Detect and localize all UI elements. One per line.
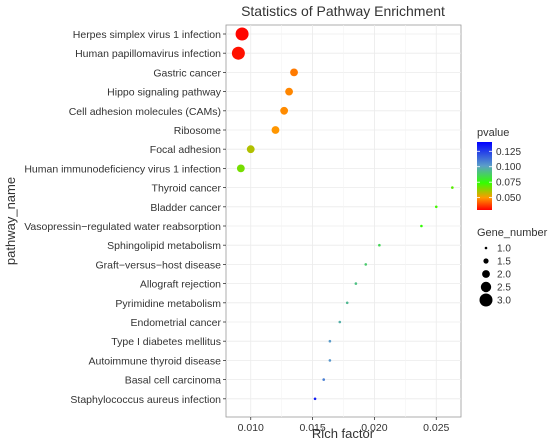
pvalue-tick-label: 0.075 xyxy=(496,178,521,189)
y-tick-label: Focal adhesion xyxy=(150,144,221,156)
data-point xyxy=(434,205,438,209)
data-point xyxy=(236,164,245,173)
x-tick-label: 0.010 xyxy=(238,422,264,434)
data-point xyxy=(271,126,280,134)
y-tick-label: Vasopressin−regulated water reabsorption xyxy=(24,221,221,233)
gene-number-legend-dot xyxy=(480,281,492,293)
gene-number-legend-dot xyxy=(483,258,489,264)
y-tick-label: Cell adhesion molecules (CAMs) xyxy=(69,106,221,118)
data-point xyxy=(354,282,358,285)
gene-number-legend-label: 3.0 xyxy=(497,296,511,307)
y-tick-label: Autoimmune thyroid disease xyxy=(89,355,222,367)
data-point xyxy=(364,263,368,266)
y-tick-label: Human immunodeficiency virus 1 infection xyxy=(24,163,221,175)
gene-number-legend-title: Gene_number xyxy=(477,227,548,239)
pvalue-tick-label: 0.100 xyxy=(496,162,521,173)
pvalue-legend-ticks: 0.125 0.100 0.075 0.050 xyxy=(477,147,521,204)
pvalue-tick-label: 0.125 xyxy=(496,147,521,158)
gene-number-legend-label: 1.5 xyxy=(497,257,511,268)
data-point xyxy=(313,397,317,401)
data-point xyxy=(378,243,381,247)
y-tick-label: Herpes simplex virus 1 infection xyxy=(73,29,221,41)
y-tick-label: Sphingolipid metabolism xyxy=(107,240,221,252)
x-axis-label: Rich factor xyxy=(312,426,375,441)
x-tick-label: 0.015 xyxy=(299,422,325,434)
gene-number-legend-items: 1.0 1.5 2.0 2.5 3.0 xyxy=(479,244,511,307)
data-point xyxy=(420,224,423,228)
x-tick-label: 0.025 xyxy=(423,422,449,434)
data-point xyxy=(231,46,245,60)
x-tick-label: 0.020 xyxy=(361,422,387,434)
data-point xyxy=(235,27,249,41)
y-tick-label: Basal cell carcinoma xyxy=(125,375,221,387)
gene-number-legend-dot xyxy=(479,293,493,307)
chart-title: Statistics of Pathway Enrichment xyxy=(241,3,445,19)
y-tick-label: Ribosome xyxy=(174,125,221,137)
y-tick-label: Gastric cancer xyxy=(153,67,221,79)
x-tick-labels: 0.010 0.015 0.020 0.025 xyxy=(238,422,450,434)
y-tick-label: Allograft rejection xyxy=(140,279,221,291)
pvalue-tick-label: 0.050 xyxy=(496,193,521,204)
data-point xyxy=(285,87,293,96)
y-tick-label: Hippo signaling pathway xyxy=(107,87,222,99)
pvalue-colorbar xyxy=(477,142,492,210)
gene-number-legend-label: 1.0 xyxy=(497,244,511,255)
data-point xyxy=(328,359,332,362)
data-point xyxy=(280,106,289,115)
y-tick-label: Bladder cancer xyxy=(150,202,221,214)
data-point xyxy=(322,378,326,381)
y-tick-label: Pyrimidine metabolism xyxy=(115,298,221,310)
y-tick-label: Graft−versus−host disease xyxy=(96,259,222,271)
y-tick-label: Endometrial cancer xyxy=(131,317,222,329)
data-point xyxy=(328,339,332,343)
y-tick-label: Human papillomavirus infection xyxy=(75,48,221,60)
gene-number-legend: Gene_number 1.0 1.5 2.0 2.5 3.0 xyxy=(477,227,548,307)
y-tick-label: Type I diabetes mellitus xyxy=(111,336,221,348)
pvalue-legend: pvalue 0.125 0.100 0.075 0.050 xyxy=(477,127,521,210)
gene-number-legend-dot xyxy=(482,270,490,278)
y-tick-labels: Herpes simplex virus 1 infection Human pa… xyxy=(24,29,222,406)
gene-number-legend-dot xyxy=(484,246,488,250)
pvalue-legend-title: pvalue xyxy=(477,127,509,139)
data-point xyxy=(451,186,454,189)
data-point xyxy=(345,301,349,305)
data-point xyxy=(246,145,255,154)
gene-number-legend-label: 2.0 xyxy=(497,270,511,281)
data-points xyxy=(231,27,454,401)
y-tick-label: Thyroid cancer xyxy=(152,183,222,195)
data-point xyxy=(290,68,298,77)
grid-lines xyxy=(223,25,461,420)
gene-number-legend-label: 2.5 xyxy=(497,283,511,294)
y-tick-label: Staphylococcus aureus infection xyxy=(70,394,221,406)
data-point xyxy=(338,320,342,324)
y-axis-label: pathway_name xyxy=(3,177,18,265)
